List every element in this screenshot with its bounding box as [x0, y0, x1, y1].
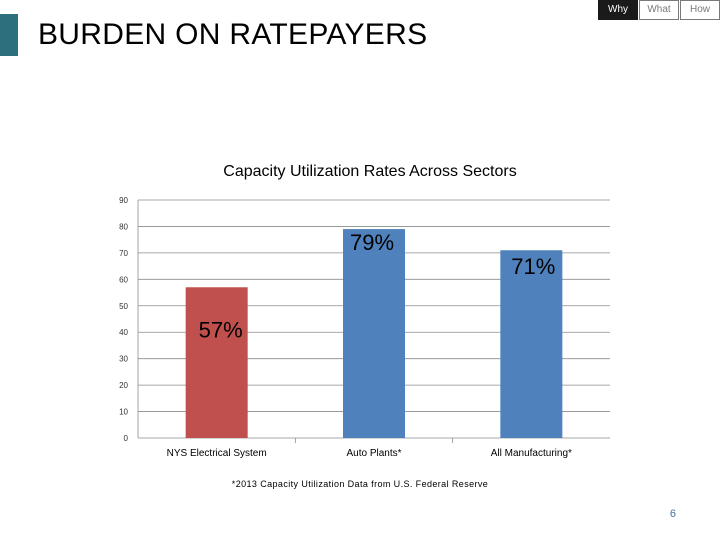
- category-label-1: Auto Plants*: [346, 448, 401, 459]
- capacity-chart: Capacity Utilization Rates Across Sector…: [110, 160, 630, 480]
- y-tick-label-10: 10: [119, 408, 128, 417]
- page-number: 6: [669, 508, 676, 520]
- y-tick-label-50: 50: [119, 302, 128, 311]
- data-label-2: 71%: [511, 254, 555, 279]
- y-tick-label-60: 60: [119, 275, 128, 284]
- category-label-2: All Manufacturing*: [491, 448, 572, 459]
- y-tick-label-90: 90: [119, 196, 128, 205]
- y-tick-label-30: 30: [119, 355, 128, 364]
- nav-tab-how[interactable]: How: [680, 0, 720, 20]
- slide-title: BURDEN ON RATEPAYERS: [38, 18, 428, 51]
- data-label-0: 57%: [199, 318, 243, 343]
- data-label-1: 79%: [350, 230, 394, 255]
- y-tick-label-70: 70: [119, 249, 128, 258]
- bar-1: [343, 229, 405, 438]
- title-accent-bar: [0, 14, 18, 56]
- section-nav: Why What How: [597, 0, 720, 20]
- footnote: *2013 Capacity Utilization Data from U.S…: [231, 479, 489, 489]
- y-tick-label-20: 20: [119, 381, 128, 390]
- y-tick-label-40: 40: [119, 328, 128, 337]
- nav-tab-why[interactable]: Why: [598, 0, 638, 20]
- bar-2: [500, 250, 563, 438]
- y-tick-label-0: 0: [124, 434, 129, 443]
- category-label-0: NYS Electrical System: [167, 448, 267, 459]
- chart-title: Capacity Utilization Rates Across Sector…: [223, 163, 516, 180]
- y-tick-label-80: 80: [119, 222, 128, 231]
- nav-tab-what[interactable]: What: [639, 0, 679, 20]
- bar-0: [185, 287, 248, 438]
- capacity-chart-svg: Capacity Utilization Rates Across Sector…: [119, 163, 610, 459]
